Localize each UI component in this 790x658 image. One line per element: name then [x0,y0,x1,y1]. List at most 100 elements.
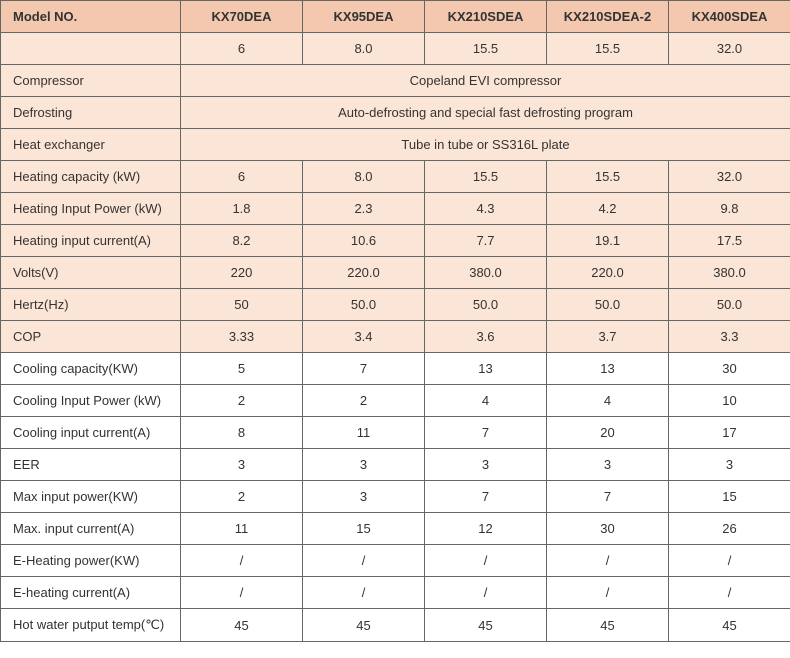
table-row: DefrostingAuto-defrosting and special fa… [1,97,790,129]
cell-value: 10 [669,385,790,417]
row-label: Max input power(KW) [1,481,181,513]
cell-value: 15 [303,513,425,545]
table-row: CompressorCopeland EVI compressor [1,65,790,97]
cell-value: / [181,545,303,577]
cell-value: / [303,577,425,609]
cell-value: 220 [181,257,303,289]
row-label: Heat exchanger [1,129,181,161]
table-row: COP3.333.43.63.73.3 [1,321,790,353]
row-label: Heating capacity (kW) [1,161,181,193]
cell-value: / [669,545,790,577]
cell-value: 45 [547,609,669,642]
cell-value: 11 [303,417,425,449]
table-row: Heat exchangerTube in tube or SS316L pla… [1,129,790,161]
cell-value: 32.0 [669,33,790,65]
cell-value: 8.2 [181,225,303,257]
row-label: Cooling Input Power (kW) [1,385,181,417]
cell-value: 380.0 [669,257,790,289]
cell-value: / [303,545,425,577]
cell-value: 3.7 [547,321,669,353]
cell-value: 6 [181,33,303,65]
cell-value: 7 [425,417,547,449]
cell-value: 13 [425,353,547,385]
table-row: Cooling Input Power (kW)224410 [1,385,790,417]
row-label: Volts(V) [1,257,181,289]
row-label: Heating input current(A) [1,225,181,257]
cell-value: 15.5 [547,33,669,65]
cell-value: 3 [181,449,303,481]
cell-value: 8.0 [303,33,425,65]
row-label: Heating Input Power (kW) [1,193,181,225]
table-row: Heating capacity (kW)68.015.515.532.0 [1,161,790,193]
cell-value: 50 [181,289,303,321]
header-model: KX70DEA [181,1,303,33]
table-row: Max input power(KW)237715 [1,481,790,513]
cell-value: 220.0 [547,257,669,289]
cell-value: 7.7 [425,225,547,257]
cell-value: 3.3 [669,321,790,353]
cell-value: 3 [547,449,669,481]
spec-table: Model NO. KX70DEA KX95DEA KX210SDEA KX21… [0,0,790,642]
header-model: KX210SDEA-2 [547,1,669,33]
cell-value: 17.5 [669,225,790,257]
cell-value: 3 [425,449,547,481]
cell-value: 45 [669,609,790,642]
cell-value: 26 [669,513,790,545]
cell-value: 10.6 [303,225,425,257]
cell-value: 50.0 [303,289,425,321]
cell-value: 32.0 [669,161,790,193]
cell-value: 3 [669,449,790,481]
table-row: Heating input current(A)8.210.67.719.117… [1,225,790,257]
cell-value: 4.3 [425,193,547,225]
table-row: Hot water putput temp(℃)4545454545 [1,609,790,642]
cell-value: / [181,577,303,609]
header-row: Model NO. KX70DEA KX95DEA KX210SDEA KX21… [1,1,790,33]
cell-value: 220.0 [303,257,425,289]
row-span-value: Auto-defrosting and special fast defrost… [181,97,790,129]
row-label: E-heating current(A) [1,577,181,609]
cell-value: 50.0 [669,289,790,321]
cell-value: 15.5 [547,161,669,193]
cell-value: 5 [181,353,303,385]
cell-value: 20 [547,417,669,449]
row-label: Compressor [1,65,181,97]
header-model: KX400SDEA [669,1,790,33]
cell-value: 6 [181,161,303,193]
header-model: KX210SDEA [425,1,547,33]
cell-value: 30 [547,513,669,545]
row-label: COP [1,321,181,353]
cell-value: 3 [303,449,425,481]
cell-value: 8 [181,417,303,449]
table-row: Volts(V)220220.0380.0220.0380.0 [1,257,790,289]
table-row: Cooling input current(A)81172017 [1,417,790,449]
cell-value: 9.8 [669,193,790,225]
cell-value: 12 [425,513,547,545]
cell-value: 380.0 [425,257,547,289]
cell-value: 30 [669,353,790,385]
cell-value: 3.4 [303,321,425,353]
table-row: Max. input current(A)1115123026 [1,513,790,545]
cell-value: 3 [303,481,425,513]
row-span-value: Copeland EVI compressor [181,65,790,97]
row-label: Hot water putput temp(℃) [1,609,181,642]
cell-value: 1.8 [181,193,303,225]
row-label: Max. input current(A) [1,513,181,545]
cell-value: 4 [547,385,669,417]
row-label: EER [1,449,181,481]
cell-value: 15.5 [425,161,547,193]
cell-value: 2 [181,385,303,417]
table-row: 68.015.515.532.0 [1,33,790,65]
cell-value: 7 [425,481,547,513]
table-body: 68.015.515.532.0CompressorCopeland EVI c… [1,33,790,642]
row-label: Hertz(Hz) [1,289,181,321]
cell-value: 2.3 [303,193,425,225]
cell-value: 2 [181,481,303,513]
table-row: Hertz(Hz)5050.050.050.050.0 [1,289,790,321]
cell-value: 2 [303,385,425,417]
cell-value: 4.2 [547,193,669,225]
cell-value: 3.6 [425,321,547,353]
cell-value: 45 [181,609,303,642]
cell-value: 7 [303,353,425,385]
cell-value: / [547,545,669,577]
row-label: E-Heating power(KW) [1,545,181,577]
